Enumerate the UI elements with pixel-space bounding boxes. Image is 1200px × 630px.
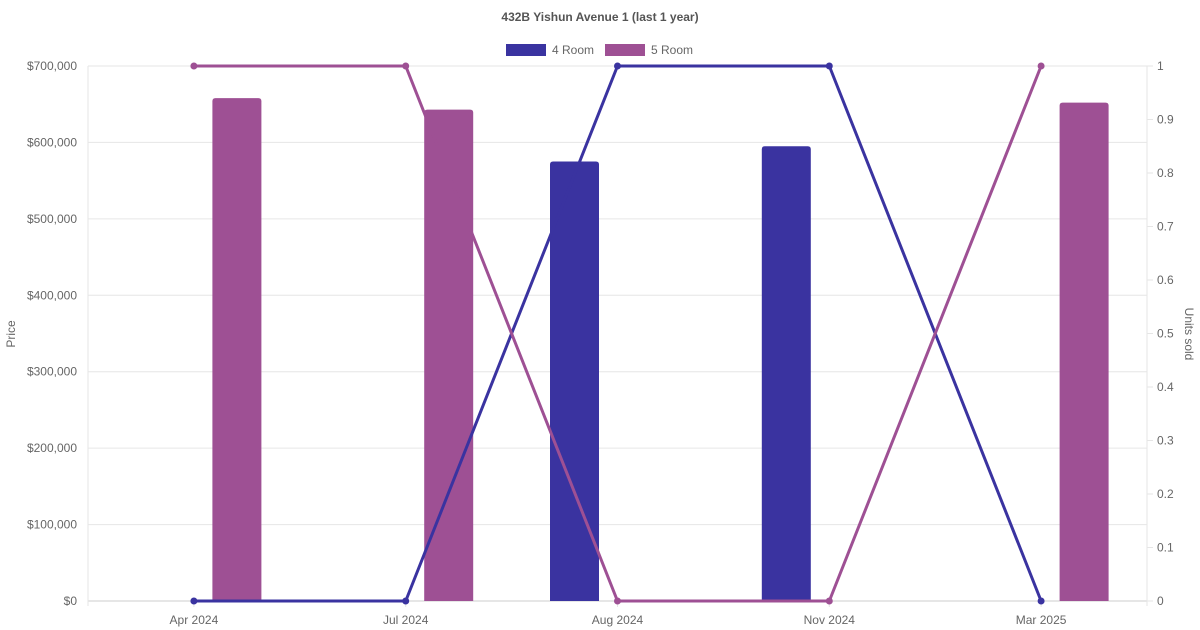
line-5-room-units-sold [193,64,1043,603]
x-tick-label: Jul 2024 [383,613,429,627]
gridlines [87,65,1148,606]
left-axis-ticks: $0 $100,000 $200,000 $300,000 $400,000 $500,0… [27,59,77,608]
x-tick-label: Aug 2024 [592,613,644,627]
left-tick-label: $200,000 [27,441,77,455]
right-axis-ticks: 0 0.1 0.2 0.3 0.4 0.5 0.6 0.7 0.8 0.9 1 [1147,59,1174,608]
left-axis-title: Price [4,320,18,348]
right-tick-label: 0.8 [1157,166,1174,180]
legend: 4 Room 5 Room [506,43,693,57]
point-5-room-nov-2024[interactable] [825,597,833,605]
left-tick-label: $700,000 [27,59,77,73]
point-4-room-aug-2024[interactable] [614,62,621,70]
right-tick-label: 0.2 [1157,487,1174,501]
bars [212,98,1109,602]
point-4-room-mar-2025[interactable] [1037,597,1045,605]
x-axis-ticks: Apr 2024 Jul 2024 Aug 2024 Nov 2024 Mar 2025 [170,601,1067,627]
legend-label-5-room: 5 Room [651,43,693,57]
right-axis-title: Units sold [1182,308,1196,361]
right-tick-label: 1 [1157,59,1164,73]
point-5-room-jul-2024[interactable] [402,62,410,70]
x-tick-label: Mar 2025 [1016,613,1067,627]
point-5-room-mar-2025[interactable] [1037,62,1045,70]
point-5-room-aug-2024[interactable] [614,597,621,605]
left-tick-label: $100,000 [27,518,77,532]
right-tick-label: 0.5 [1157,327,1174,341]
right-tick-label: 0 [1157,594,1164,608]
left-tick-label: $300,000 [27,365,77,379]
point-4-room-jul-2024[interactable] [402,597,410,605]
legend-swatch-4-room [506,44,546,56]
bar-4-room-nov-2024[interactable] [761,146,811,601]
right-tick-label: 0.4 [1157,380,1174,394]
lines [193,64,1043,603]
legend-item-5-room[interactable]: 5 Room [605,43,693,57]
legend-item-4-room[interactable]: 4 Room [506,43,594,57]
line-4-room-units-sold [193,64,1043,603]
bar-5-room-mar-2025[interactable] [1059,102,1109,601]
bar-5-room-jul-2024[interactable] [424,109,474,602]
left-tick-label: $0 [64,594,78,608]
legend-label-4-room: 4 Room [552,43,594,57]
x-tick-label: Nov 2024 [804,613,856,627]
x-tick-label: Apr 2024 [170,613,219,627]
bar-4-room-aug-2024[interactable] [550,161,599,602]
points [190,62,1045,605]
point-4-room-nov-2024[interactable] [825,62,833,70]
chart-title: 432B Yishun Avenue 1 (last 1 year) [501,10,698,24]
legend-swatch-5-room [605,44,645,56]
right-tick-label: 0.7 [1157,220,1174,234]
left-tick-label: $600,000 [27,135,77,149]
point-5-room-apr-2024[interactable] [190,62,198,70]
bar-5-room-apr-2024[interactable] [212,98,262,601]
left-tick-label: $400,000 [27,288,77,302]
right-tick-label: 0.3 [1157,434,1174,448]
right-tick-label: 0.6 [1157,273,1174,287]
right-tick-label: 0.9 [1157,113,1174,127]
left-tick-label: $500,000 [27,212,77,226]
point-4-room-apr-2024[interactable] [190,597,198,605]
right-tick-label: 0.1 [1157,541,1174,555]
